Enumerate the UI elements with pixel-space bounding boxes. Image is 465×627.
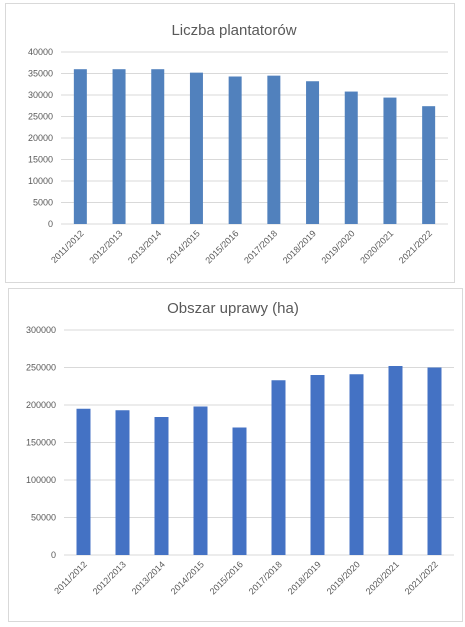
x-tick-label: 2019/2020 <box>320 228 357 265</box>
x-tick-label: 2014/2015 <box>165 228 202 265</box>
x-tick-label: 2019/2020 <box>325 559 362 596</box>
x-tick-label: 2017/2018 <box>242 228 279 265</box>
y-tick-label: 15000 <box>28 155 53 165</box>
bar <box>271 380 286 555</box>
bar <box>388 366 403 555</box>
x-tick-label: 2013/2014 <box>130 559 167 596</box>
y-tick-label: 20000 <box>28 133 53 143</box>
x-tick-label: 2020/2021 <box>358 228 395 265</box>
y-tick-labels: 0 5000 10000 15000 20000 25000 30000 35000 40000 <box>28 47 53 229</box>
bar <box>427 367 442 555</box>
y-tick-labels: 0 50000 100000 150000 200000 250000 300000 <box>26 325 56 560</box>
x-tick-label: 2011/2012 <box>49 228 86 265</box>
bar <box>349 374 364 555</box>
x-tick-label: 2012/2013 <box>87 228 124 265</box>
bar <box>189 72 203 224</box>
x-tick-label: 2018/2019 <box>286 559 323 596</box>
y-tick-label: 30000 <box>28 90 53 100</box>
bar <box>73 69 87 224</box>
bar <box>267 75 281 225</box>
y-tick-label: 25000 <box>28 112 53 122</box>
y-tick-label: 5000 <box>33 198 53 208</box>
bars <box>73 69 436 225</box>
bars <box>76 366 442 555</box>
x-tick-label: 2021/2022 <box>403 559 440 596</box>
chart-obszar-uprawy-svg: Obszar uprawy (ha) 0 50000 100000 150000 200… <box>26 300 454 596</box>
y-tick-label: 250000 <box>26 363 56 373</box>
y-tick-label: 0 <box>51 550 56 560</box>
x-tick-label: 2017/2018 <box>247 559 284 596</box>
y-tick-label: 50000 <box>31 513 56 523</box>
x-tick-label: 2020/2021 <box>364 559 401 596</box>
x-tick-label: 2015/2016 <box>203 228 240 265</box>
bar <box>306 81 320 225</box>
bar <box>115 410 130 555</box>
bar <box>344 91 358 224</box>
x-tick-label: 2018/2019 <box>281 228 318 265</box>
bar <box>310 375 325 555</box>
y-tick-label: 100000 <box>26 475 56 485</box>
y-tick-label: 10000 <box>28 176 53 186</box>
x-tick-labels: 2011/2012 2012/2013 2013/2014 2014/2015 2015… <box>49 228 434 265</box>
chart-title: Liczba plantatorów <box>171 22 296 39</box>
bar <box>383 97 397 224</box>
x-tick-label: 2014/2015 <box>169 559 206 596</box>
bar <box>151 69 165 224</box>
bar <box>154 417 169 555</box>
chart-plantatorzy: Liczba plantatorów 0 5000 10000 15000 20000 2… <box>5 3 455 283</box>
y-tick-label: 35000 <box>28 69 53 79</box>
x-tick-label: 2013/2014 <box>126 228 163 265</box>
chart-plantatorzy-svg: Liczba plantatorów 0 5000 10000 15000 20000 2… <box>28 22 448 265</box>
y-tick-label: 150000 <box>26 438 56 448</box>
y-tick-label: 0 <box>48 219 53 229</box>
x-tick-label: 2011/2012 <box>52 559 89 596</box>
y-tick-label: 200000 <box>26 400 56 410</box>
x-tick-label: 2021/2022 <box>397 228 434 265</box>
y-tick-label: 300000 <box>26 325 56 335</box>
x-tick-label: 2012/2013 <box>91 559 128 596</box>
bar <box>228 76 242 224</box>
bar <box>76 408 91 555</box>
chart-title: Obszar uprawy (ha) <box>167 300 299 317</box>
x-tick-labels: 2011/2012 2012/2013 2013/2014 2014/2015 2015… <box>52 559 440 596</box>
bar <box>193 406 208 555</box>
bar <box>112 69 126 224</box>
y-tick-label: 40000 <box>28 47 53 57</box>
bar <box>232 427 247 555</box>
chart-obszar-uprawy: Obszar uprawy (ha) 0 50000 100000 150000 200… <box>8 288 463 622</box>
x-tick-label: 2015/2016 <box>208 559 245 596</box>
bar <box>422 106 436 224</box>
